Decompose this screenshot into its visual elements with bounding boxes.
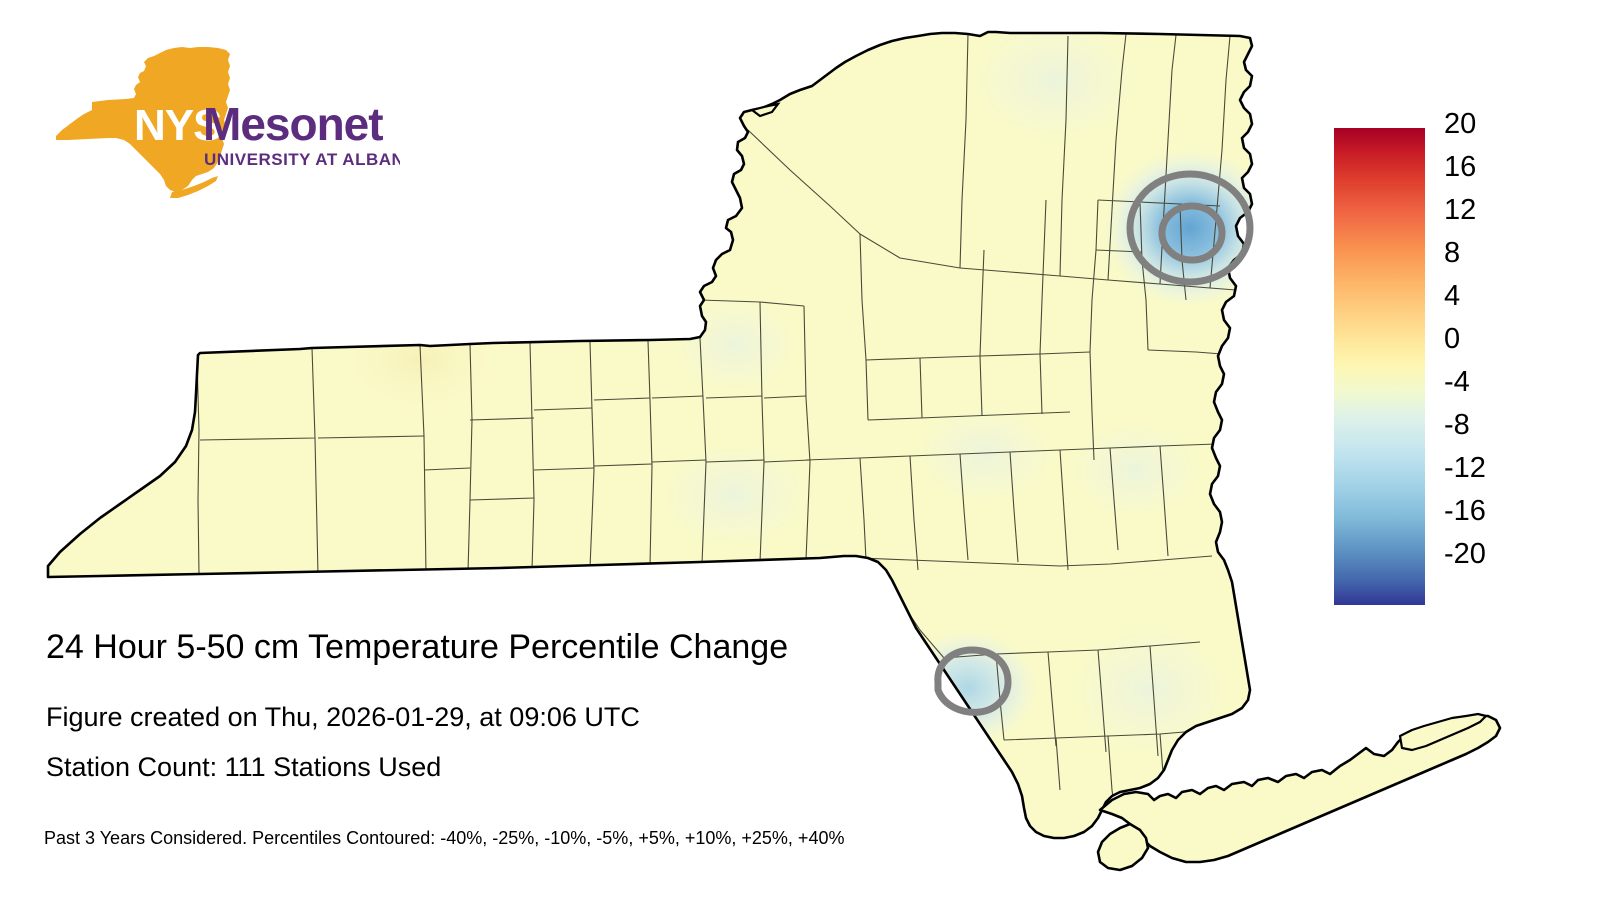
nys-mesonet-logo: NYS Mesonet UNIVERSITY AT ALBANY [48, 44, 400, 204]
north-fork-outline [1398, 712, 1488, 752]
figure-created-timestamp: Figure created on Thu, 2026-01-29, at 09… [46, 702, 640, 732]
colorbar-tick-4: 4 [1444, 280, 1461, 312]
logo-state-shape [56, 47, 230, 192]
colorbar-tick-0: 20 [1444, 108, 1477, 140]
colorbar-tick-8: -12 [1444, 452, 1486, 484]
faint-anomaly-mohawk [905, 400, 1065, 510]
contour-ring-outer-northeast [1126, 170, 1254, 286]
nyc-outline [1096, 822, 1150, 872]
faint-anomaly-southeast [1060, 615, 1240, 765]
colorbar-tick-9: -16 [1444, 495, 1486, 527]
contour-ring-inner-northeast [1158, 202, 1226, 264]
south-anomaly-group [894, 626, 1042, 750]
colorbar-tick-10: -20 [1444, 538, 1486, 570]
percentile-contours [934, 170, 1254, 716]
faint-anomaly-capital [1060, 415, 1210, 525]
colorbar-tick-6: -4 [1444, 366, 1470, 398]
long-island-group [1096, 712, 1502, 872]
faint-anomaly-fingerlakes [650, 435, 820, 555]
faint-anomaly-north [960, 32, 1150, 150]
colorbar-tick-labels: 20 16 12 8 4 0 -4 -8 -12 -16 -20 [1444, 110, 1584, 630]
contour-ring-southern [934, 646, 1012, 716]
station-count-label: Station Count: 111 Stations Used [46, 752, 442, 782]
colorbar-gradient [1334, 128, 1425, 605]
figure-title: 24 Hour 5-50 cm Temperature Percentile C… [46, 628, 789, 666]
faint-anomaly-central [665, 290, 805, 400]
island-outline [749, 102, 781, 118]
colorbar-tick-2: 12 [1444, 194, 1477, 226]
faint-anomaly-western [330, 300, 510, 420]
colorbar-tick-7: -8 [1444, 409, 1470, 441]
colorbar-tick-1: 16 [1444, 151, 1477, 183]
southern-cold-anomaly-blob [894, 626, 1042, 750]
logo-long-island-shape [170, 176, 218, 198]
logo-nys-text: NYS [134, 101, 221, 150]
colorbar-tick-5: 0 [1444, 323, 1461, 355]
logo-mesonet-text: Mesonet [203, 98, 383, 150]
contour-levels-footnote: Past 3 Years Considered. Percentiles Con… [44, 828, 845, 848]
colorbar-tick-3: 8 [1444, 237, 1461, 269]
colorbar [1334, 128, 1425, 605]
logo-subtitle-text: UNIVERSITY AT ALBANY [204, 150, 400, 169]
county-boundaries [196, 33, 1237, 838]
state-outline [46, 30, 1254, 840]
